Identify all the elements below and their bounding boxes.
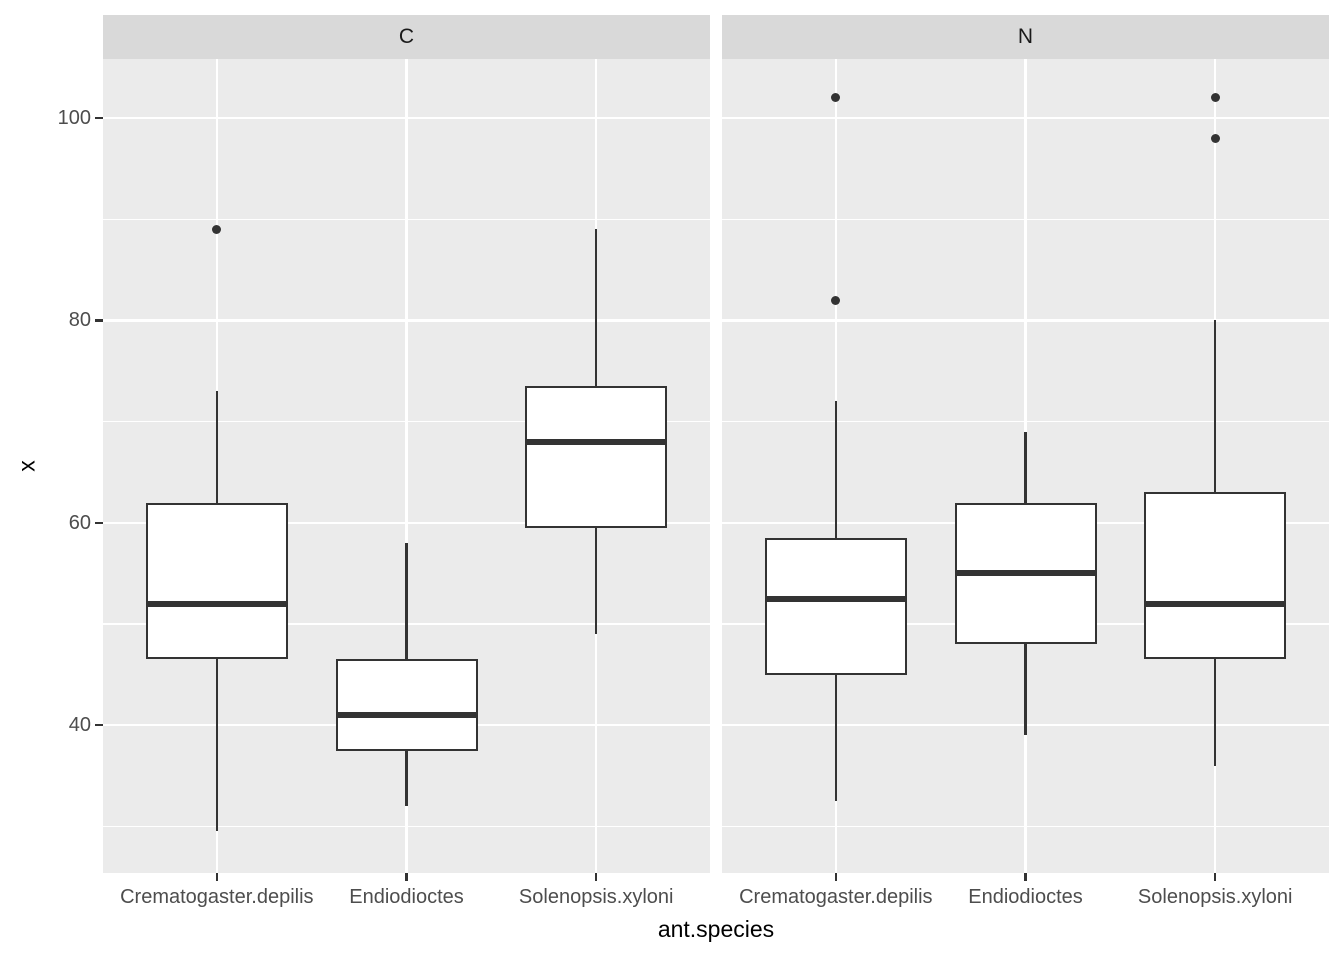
median-line [335, 712, 478, 719]
box-iqr [525, 386, 668, 528]
y-tick-label: 60 [68, 511, 91, 534]
y-tick-mark [95, 319, 103, 322]
y-tick-mark [95, 724, 103, 727]
x-category-label: Endiodioctes [968, 886, 1083, 908]
x-tick-mark [834, 873, 837, 881]
x-tick-mark [1214, 873, 1217, 881]
facet-strip: N [722, 15, 1329, 59]
y-tick-label: 80 [68, 309, 91, 332]
outlier-point [1210, 93, 1220, 103]
median-line [145, 600, 288, 607]
outlier-point [212, 224, 222, 234]
x-category-label: Solenopsis.xyloni [518, 886, 674, 908]
facet-strip-label: N [1017, 25, 1034, 48]
median-line [954, 570, 1097, 577]
facet-strip: C [103, 15, 710, 59]
y-tick-mark [95, 521, 103, 524]
box-iqr [335, 659, 478, 751]
y-tick-mark [95, 116, 103, 120]
x-tick-mark [595, 873, 598, 881]
facet-strip-label: C [398, 25, 415, 48]
box-iqr [764, 538, 907, 675]
x-category-label: Endiodioctes [349, 886, 464, 908]
y-tick-label: 40 [68, 714, 91, 737]
vertical-gridline [405, 59, 408, 873]
box-iqr [145, 502, 288, 660]
plot-panel [722, 59, 1329, 873]
x-axis-title: ant.species [657, 916, 775, 942]
x-tick-mark [215, 873, 218, 881]
x-tick-mark [1024, 873, 1027, 881]
x-category-label: Solenopsis.xyloni [1137, 886, 1293, 908]
median-line [1144, 600, 1287, 607]
median-line [525, 438, 668, 445]
x-category-label: Crematogaster.depilis [120, 886, 314, 908]
y-tick-label: 100 [57, 107, 91, 129]
median-line [764, 595, 907, 602]
box-iqr [1144, 492, 1287, 660]
plot-panel [103, 59, 710, 873]
outlier-point [1210, 133, 1220, 143]
outlier-point [831, 295, 841, 305]
x-category-label: Crematogaster.depilis [739, 886, 933, 908]
outlier-point [831, 93, 841, 103]
x-tick-mark [405, 873, 408, 881]
